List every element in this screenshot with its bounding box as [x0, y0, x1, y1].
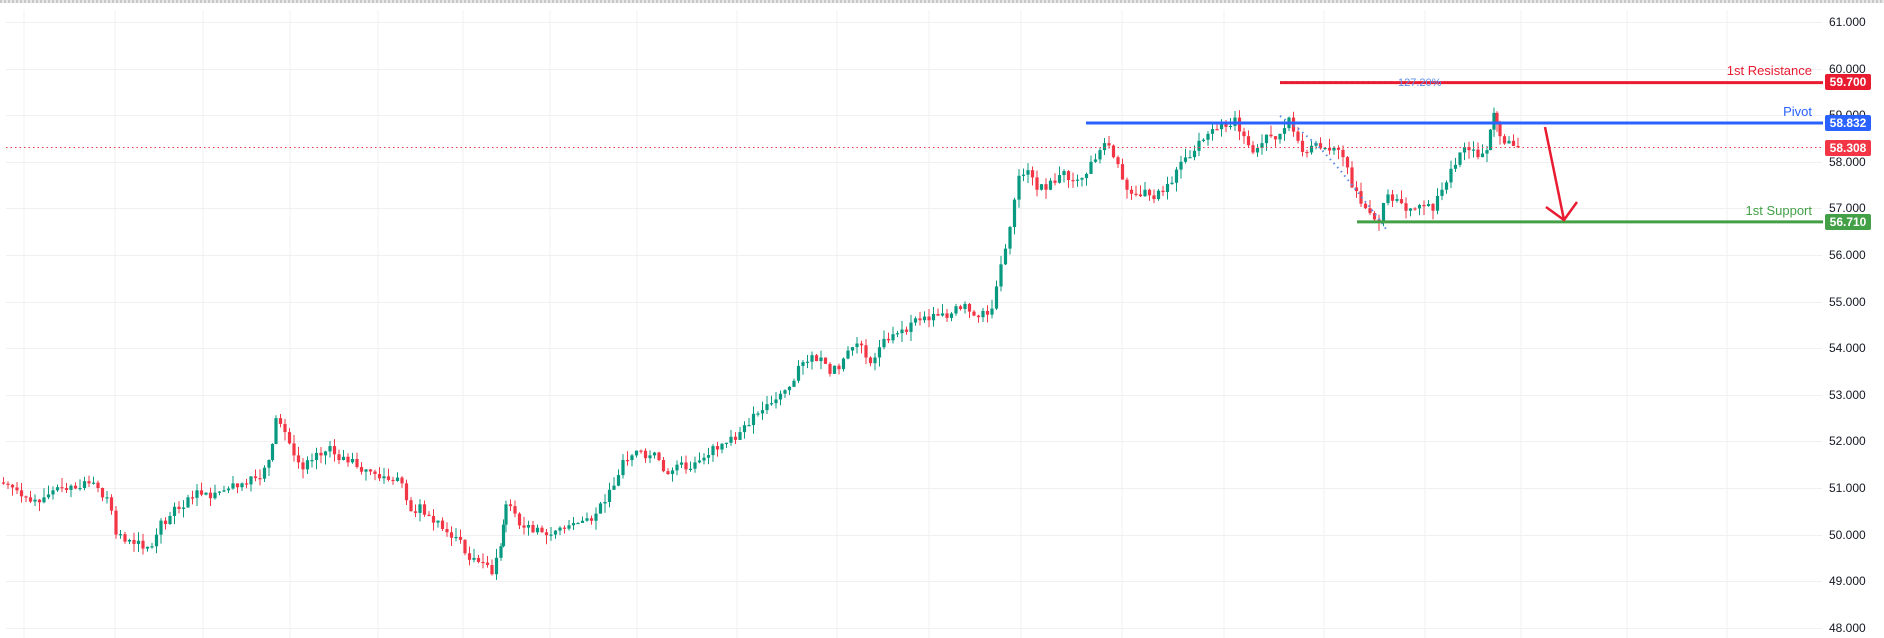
support-label: 1st Support: [1745, 203, 1813, 218]
price-axis-tick: 56.000: [1829, 248, 1866, 262]
price-axis-tick: 52.000: [1829, 434, 1866, 449]
last-price-tag: 58.308: [1825, 140, 1871, 156]
chart-grid: [6, 10, 1822, 638]
price-axis-tick: 58.000: [1829, 154, 1866, 169]
pivot-price-tag: 58.832: [1825, 115, 1871, 131]
support-price-tag: 56.710: [1825, 214, 1871, 230]
price-axis-tick: 48.000: [1829, 620, 1866, 635]
price-axis-tick: 61.000: [1829, 15, 1866, 29]
top-border-strip: [0, 0, 1884, 3]
candlestick-series: [1, 107, 1520, 580]
chart-drawings[interactable]: [6, 81, 1823, 233]
price-axis-tick: 50.000: [1829, 527, 1866, 542]
resistance-label: 1st Resistance: [1726, 63, 1812, 78]
price-axis-tick: 54.000: [1829, 341, 1866, 356]
price-axis-tick: 53.000: [1829, 387, 1866, 402]
arrow-head-icon: [1545, 201, 1579, 222]
down-arrow-icon[interactable]: [1543, 126, 1566, 221]
price-axis-tick: 57.000: [1829, 201, 1866, 216]
price-axis-tick: 51.000: [1829, 481, 1866, 495]
price-axis-tick: 60.000: [1829, 61, 1866, 76]
fib-trend-line[interactable]: [1279, 115, 1389, 233]
price-axis-tick: 49.000: [1829, 574, 1866, 589]
fib-extension-label: 127.20%: [1398, 77, 1442, 89]
price-axis-tick: 55.000: [1829, 294, 1866, 309]
resistance-price-tag: 59.700: [1825, 74, 1871, 90]
pivot-label: Pivot: [1783, 104, 1812, 119]
